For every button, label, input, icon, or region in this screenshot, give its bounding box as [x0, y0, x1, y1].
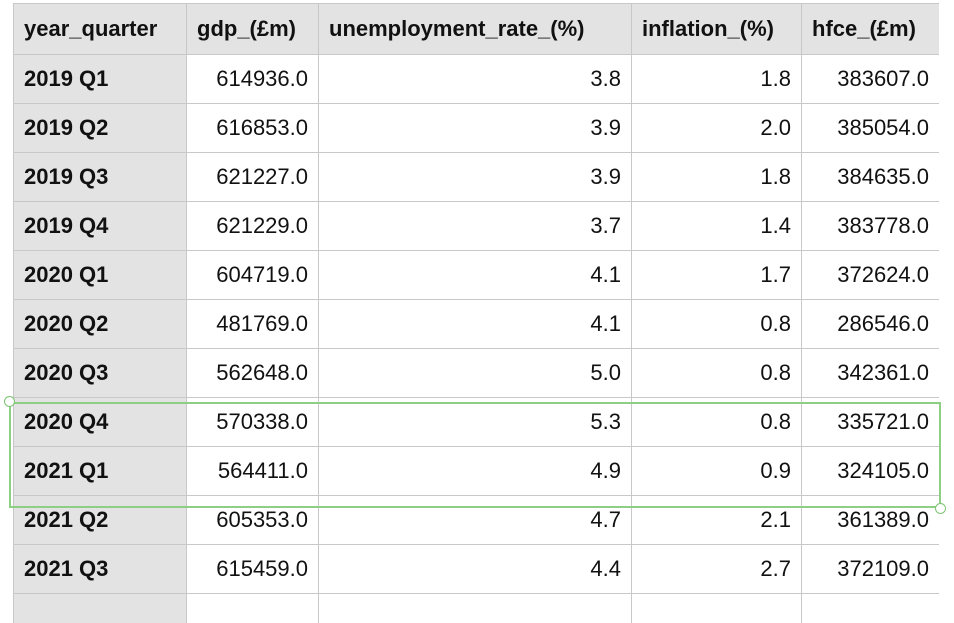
unemployment-cell[interactable]: 5.0 [319, 349, 632, 398]
row-label-cell[interactable]: 2020 Q2 [14, 300, 187, 349]
hfce-cell[interactable]: 384635.0 [802, 153, 940, 202]
hfce-cell[interactable]: 361389.0 [802, 496, 940, 545]
unemployment-cell[interactable]: 3.8 [319, 55, 632, 104]
hfce-cell[interactable]: 383607.0 [802, 55, 940, 104]
unemployment-cell[interactable]: 4.1 [319, 251, 632, 300]
inflation-cell[interactable]: 0.9 [632, 447, 802, 496]
column-header-unemployment-rate[interactable]: unemployment_rate_(%) [319, 4, 632, 55]
hfce-cell[interactable]: 342361.0 [802, 349, 940, 398]
inflation-cell[interactable]: 1.8 [632, 55, 802, 104]
row-label-cell[interactable]: 2020 Q1 [14, 251, 187, 300]
gdp-cell[interactable]: 614936.0 [187, 55, 319, 104]
table-row: 2021 Q3 615459.0 4.4 2.7 372109.0 [14, 545, 940, 594]
data-table: year_quarter gdp_(£m) unemployment_rate_… [13, 3, 939, 623]
column-header-hfce[interactable]: hfce_(£m) [802, 4, 940, 55]
hfce-cell[interactable]: 372109.0 [802, 545, 940, 594]
unemployment-cell[interactable] [319, 594, 632, 623]
unemployment-cell[interactable]: 3.9 [319, 153, 632, 202]
gdp-cell[interactable]: 616853.0 [187, 104, 319, 153]
unemployment-cell[interactable]: 4.9 [319, 447, 632, 496]
column-header-inflation[interactable]: inflation_(%) [632, 4, 802, 55]
gdp-cell[interactable]: 615459.0 [187, 545, 319, 594]
row-label-cell[interactable]: 2019 Q2 [14, 104, 187, 153]
row-label-cell[interactable]: 2019 Q4 [14, 202, 187, 251]
table-row-partial [14, 594, 940, 623]
inflation-cell[interactable]: 0.8 [632, 349, 802, 398]
row-label-cell[interactable]: 2020 Q3 [14, 349, 187, 398]
row-label-cell[interactable]: 2021 Q3 [14, 545, 187, 594]
gdp-cell[interactable]: 570338.0 [187, 398, 319, 447]
selection-handle-bottom-right[interactable] [935, 503, 946, 514]
table-row-selected: 2021 Q1 564411.0 4.9 0.9 324105.0 [14, 447, 940, 496]
row-label-cell[interactable]: 2021 Q1 [14, 447, 187, 496]
header-row: year_quarter gdp_(£m) unemployment_rate_… [14, 4, 940, 55]
inflation-cell[interactable]: 2.7 [632, 545, 802, 594]
gdp-cell[interactable]: 564411.0 [187, 447, 319, 496]
hfce-cell[interactable]: 335721.0 [802, 398, 940, 447]
gdp-cell[interactable]: 621229.0 [187, 202, 319, 251]
table-row-selected: 2020 Q4 570338.0 5.3 0.8 335721.0 [14, 398, 940, 447]
gdp-cell[interactable]: 481769.0 [187, 300, 319, 349]
hfce-cell[interactable] [802, 594, 940, 623]
unemployment-cell[interactable]: 4.7 [319, 496, 632, 545]
hfce-cell[interactable]: 372624.0 [802, 251, 940, 300]
table-row: 2019 Q4 621229.0 3.7 1.4 383778.0 [14, 202, 940, 251]
inflation-cell[interactable] [632, 594, 802, 623]
unemployment-cell[interactable]: 4.1 [319, 300, 632, 349]
gdp-cell[interactable] [187, 594, 319, 623]
hfce-cell[interactable]: 286546.0 [802, 300, 940, 349]
table-row: 2020 Q2 481769.0 4.1 0.8 286546.0 [14, 300, 940, 349]
table-row: 2019 Q2 616853.0 3.9 2.0 385054.0 [14, 104, 940, 153]
row-label-cell[interactable]: 2019 Q1 [14, 55, 187, 104]
unemployment-cell[interactable]: 5.3 [319, 398, 632, 447]
inflation-cell[interactable]: 1.4 [632, 202, 802, 251]
unemployment-cell[interactable]: 3.7 [319, 202, 632, 251]
inflation-cell[interactable]: 0.8 [632, 300, 802, 349]
selection-handle-top-left[interactable] [4, 396, 15, 407]
spreadsheet-table-area: year_quarter gdp_(£m) unemployment_rate_… [13, 3, 939, 623]
gdp-cell[interactable]: 562648.0 [187, 349, 319, 398]
table-row: 2020 Q1 604719.0 4.1 1.7 372624.0 [14, 251, 940, 300]
hfce-cell[interactable]: 383778.0 [802, 202, 940, 251]
hfce-cell[interactable]: 324105.0 [802, 447, 940, 496]
unemployment-cell[interactable]: 4.4 [319, 545, 632, 594]
row-label-cell[interactable]: 2020 Q4 [14, 398, 187, 447]
inflation-cell[interactable]: 2.1 [632, 496, 802, 545]
table-row: 2019 Q1 614936.0 3.8 1.8 383607.0 [14, 55, 940, 104]
table-row: 2020 Q3 562648.0 5.0 0.8 342361.0 [14, 349, 940, 398]
inflation-cell[interactable]: 1.7 [632, 251, 802, 300]
gdp-cell[interactable]: 604719.0 [187, 251, 319, 300]
row-label-cell[interactable]: 2021 Q2 [14, 496, 187, 545]
unemployment-cell[interactable]: 3.9 [319, 104, 632, 153]
row-label-cell[interactable]: 2019 Q3 [14, 153, 187, 202]
gdp-cell[interactable]: 605353.0 [187, 496, 319, 545]
column-header-gdp[interactable]: gdp_(£m) [187, 4, 319, 55]
hfce-cell[interactable]: 385054.0 [802, 104, 940, 153]
table-row: 2021 Q2 605353.0 4.7 2.1 361389.0 [14, 496, 940, 545]
row-label-cell[interactable] [14, 594, 187, 623]
gdp-cell[interactable]: 621227.0 [187, 153, 319, 202]
inflation-cell[interactable]: 2.0 [632, 104, 802, 153]
inflation-cell[interactable]: 1.8 [632, 153, 802, 202]
table-row: 2019 Q3 621227.0 3.9 1.8 384635.0 [14, 153, 940, 202]
column-header-year-quarter[interactable]: year_quarter [14, 4, 187, 55]
inflation-cell[interactable]: 0.8 [632, 398, 802, 447]
